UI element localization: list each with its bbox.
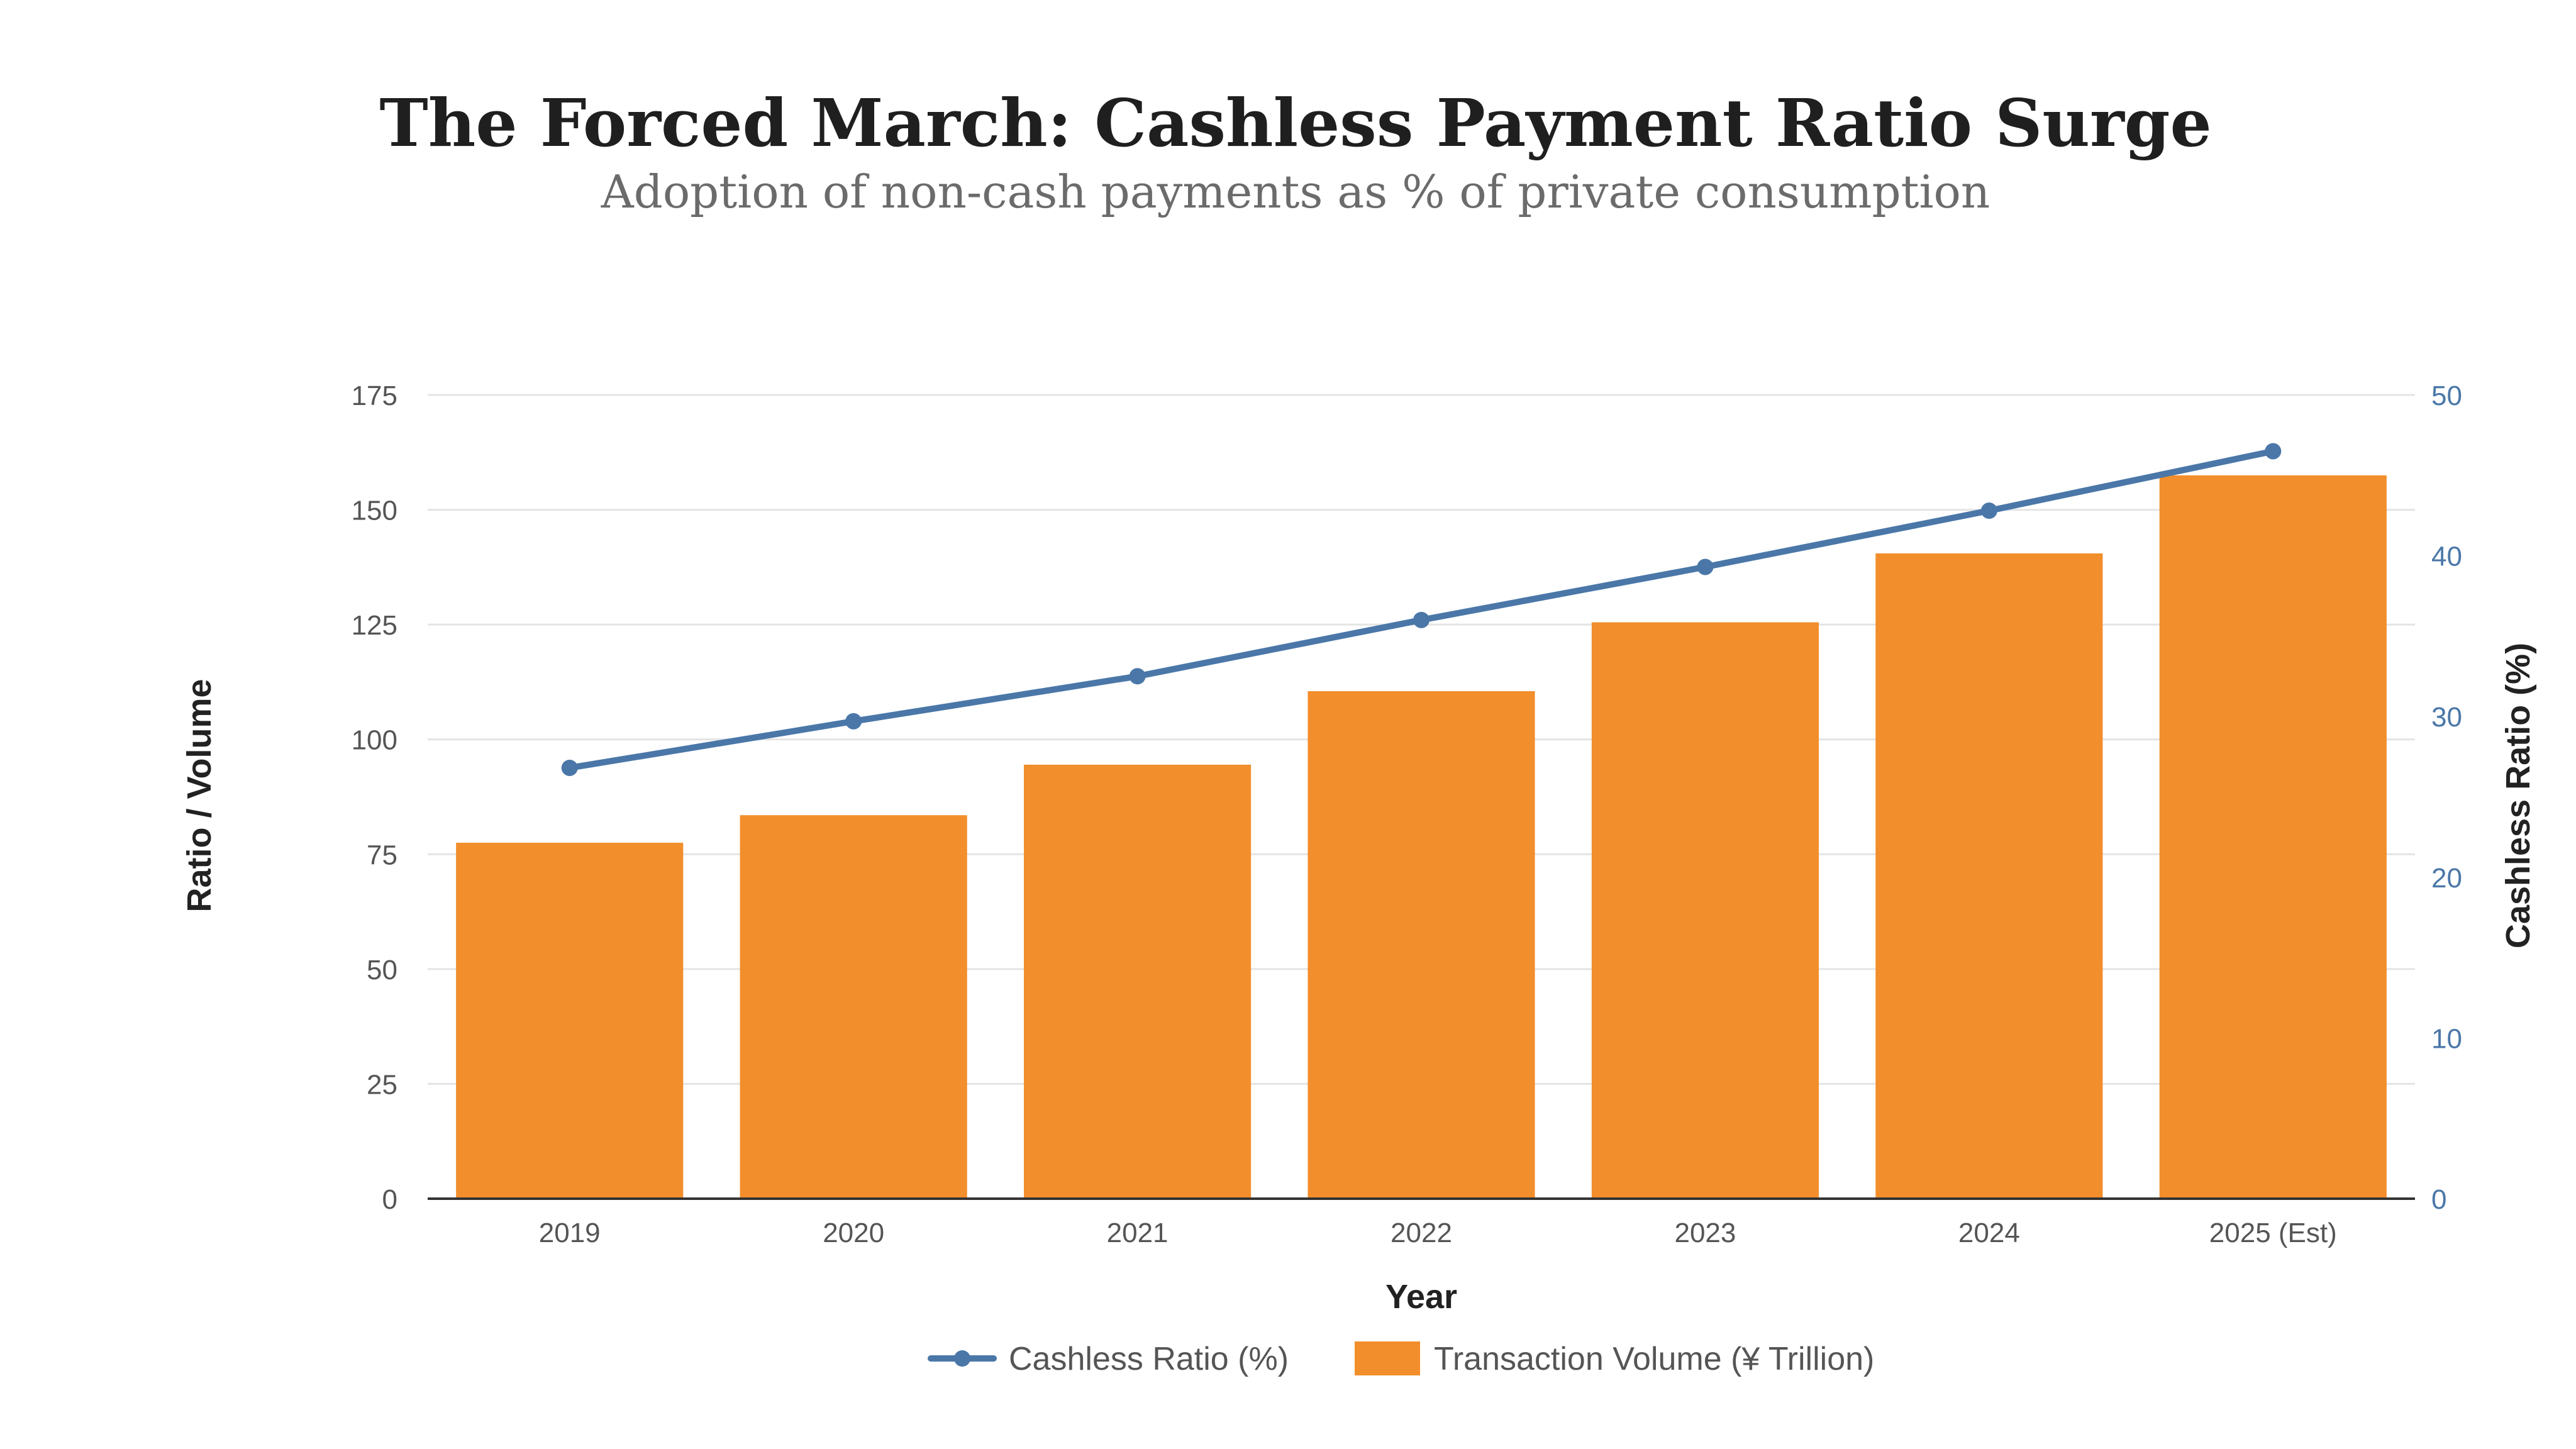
bar-2025-est bbox=[2159, 475, 2387, 1199]
x-axis-tick-label: 2019 bbox=[539, 1218, 601, 1248]
left-axis-tick-label: 100 bbox=[352, 725, 397, 756]
legend-bar-swatch bbox=[1355, 1341, 1420, 1375]
right-axis-tick-label: 20 bbox=[2431, 863, 2462, 894]
left-axis-tick-label: 175 bbox=[352, 380, 397, 411]
x-axis-tick-label: 2023 bbox=[1674, 1218, 1736, 1248]
legend-label-cashless-ratio: Cashless Ratio (%) bbox=[1009, 1341, 1289, 1377]
cashless-ratio-point-2021 bbox=[1129, 668, 1146, 685]
cashless-ratio-point-2019 bbox=[561, 759, 578, 776]
bar-2020 bbox=[740, 815, 967, 1199]
bar-series bbox=[456, 475, 2387, 1199]
right-axis-tick-label: 30 bbox=[2431, 702, 2462, 733]
x-axis-tick-label: 2021 bbox=[1107, 1218, 1169, 1248]
x-axis-title: Year bbox=[1385, 1278, 1457, 1316]
left-axis-tick-label: 50 bbox=[367, 955, 397, 985]
right-axis-tick-label: 50 bbox=[2431, 380, 2462, 411]
bar-2022 bbox=[1307, 691, 1535, 1199]
x-axis-tick-label: 2024 bbox=[1958, 1218, 2020, 1248]
chart-title: The Forced March: Cashless Payment Ratio… bbox=[379, 84, 2211, 162]
y-axis-title-right: Cashless Ratio (%) bbox=[2499, 643, 2537, 948]
chart-subtitle: Adoption of non-cash payments as % of pr… bbox=[601, 165, 1990, 218]
legend-item-transaction-volume[interactable]: Transaction Volume (¥ Trillion) bbox=[1355, 1341, 1874, 1377]
cashless-ratio-point-2023 bbox=[1697, 558, 1714, 575]
left-axis-tick-label: 0 bbox=[382, 1184, 397, 1215]
x-axis-tick-label: 2022 bbox=[1391, 1218, 1452, 1248]
right-axis-ticks: 0 10 20 30 40 50 bbox=[2431, 380, 2462, 1215]
cashless-ratio-point-2025-est bbox=[2265, 443, 2282, 460]
bar-2024 bbox=[1875, 553, 2103, 1199]
left-axis-tick-label: 75 bbox=[367, 840, 397, 870]
legend-label-transaction-volume: Transaction Volume (¥ Trillion) bbox=[1434, 1341, 1874, 1377]
left-axis-tick-label: 150 bbox=[352, 496, 397, 526]
legend-item-cashless-ratio[interactable]: Cashless Ratio (%) bbox=[928, 1341, 1289, 1377]
right-axis-tick-label: 0 bbox=[2431, 1184, 2446, 1215]
bar-2019 bbox=[456, 843, 684, 1199]
x-axis-ticks: 2019 2020 2021 2022 2023 2024 2025 (Est) bbox=[539, 1218, 2337, 1248]
cashless-ratio-point-2020 bbox=[845, 713, 862, 730]
legend-marker-swatch bbox=[954, 1350, 970, 1367]
cashless-ratio-point-2024 bbox=[1980, 502, 1997, 519]
left-axis-ticks: 0 25 50 75 100 125 150 175 bbox=[352, 380, 397, 1215]
legend: Cashless Ratio (%) Transaction Volume (¥… bbox=[928, 1341, 1874, 1377]
right-axis-tick-label: 10 bbox=[2431, 1023, 2462, 1054]
bar-2023 bbox=[1591, 622, 1819, 1199]
line-series bbox=[561, 443, 2282, 776]
bar-2021 bbox=[1024, 764, 1252, 1199]
cashless-ratio-point-2022 bbox=[1413, 611, 1430, 628]
right-axis-tick-label: 40 bbox=[2431, 541, 2462, 572]
x-axis-tick-label: 2020 bbox=[823, 1218, 884, 1248]
y-axis-title-left: Ratio / Volume bbox=[180, 679, 218, 912]
left-axis-tick-label: 25 bbox=[367, 1069, 397, 1100]
x-axis-tick-label: 2025 (Est) bbox=[2209, 1218, 2337, 1248]
left-axis-tick-label: 125 bbox=[352, 610, 397, 641]
